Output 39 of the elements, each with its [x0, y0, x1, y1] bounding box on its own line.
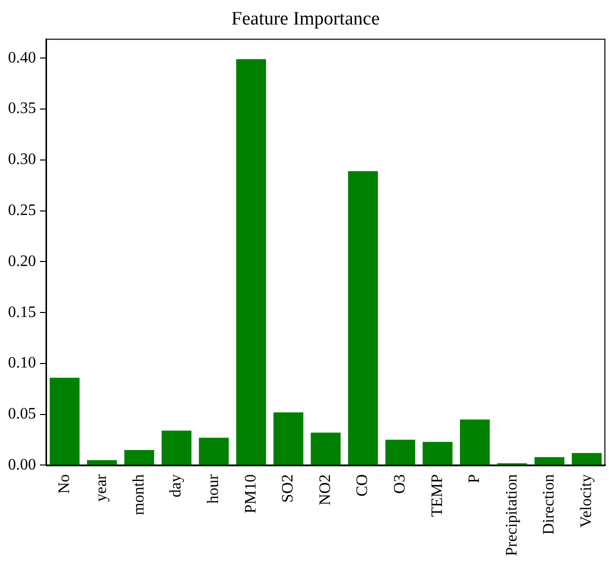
- bar: [236, 59, 266, 465]
- bar: [310, 432, 341, 465]
- x-tick-label: year: [93, 474, 110, 502]
- x-tick-label: day: [168, 474, 185, 498]
- bar: [87, 460, 117, 465]
- x-tick-label: CO: [354, 474, 372, 496]
- bar: [572, 453, 602, 465]
- y-tick-label: 0.05: [8, 406, 36, 423]
- bar: [460, 419, 490, 465]
- bar: [198, 438, 229, 465]
- y-tick-label: 0.35: [8, 100, 36, 118]
- y-tick-label: 0.25: [8, 202, 36, 220]
- y-tick-label: 0.40: [8, 49, 36, 66]
- bar: [534, 457, 564, 465]
- bar: [162, 430, 192, 465]
- x-tick-label: NO2: [316, 474, 334, 506]
- chart-title: Feature Importance: [231, 8, 380, 30]
- y-tick-label: 0.10: [8, 354, 36, 372]
- x-tick-label: O3: [391, 474, 408, 494]
- x-tick-label: PM10: [242, 474, 260, 514]
- y-tick-label: 0.15: [8, 304, 36, 321]
- y-tick-label: 0.00: [8, 456, 36, 474]
- x-tick-label: Precipitation: [503, 474, 520, 556]
- bar: [385, 440, 416, 465]
- x-tick-label: TEMP: [428, 474, 446, 517]
- x-tick-label: month: [130, 474, 148, 516]
- x-tick-label: P: [466, 474, 484, 484]
- bar: [422, 442, 452, 465]
- y-tick-label: 0.20: [8, 252, 36, 270]
- bar: [273, 412, 304, 465]
- x-tick-label: SO2: [280, 474, 297, 503]
- x-tick-label: hour: [205, 474, 222, 504]
- x-tick-label: Direction: [540, 474, 558, 535]
- bar: [50, 378, 80, 465]
- bar: [124, 450, 154, 465]
- bar: [348, 171, 378, 465]
- y-tick-label: 0.30: [8, 151, 36, 168]
- x-tick-label: Velocity: [578, 474, 595, 528]
- x-tick-label: No: [56, 474, 73, 494]
